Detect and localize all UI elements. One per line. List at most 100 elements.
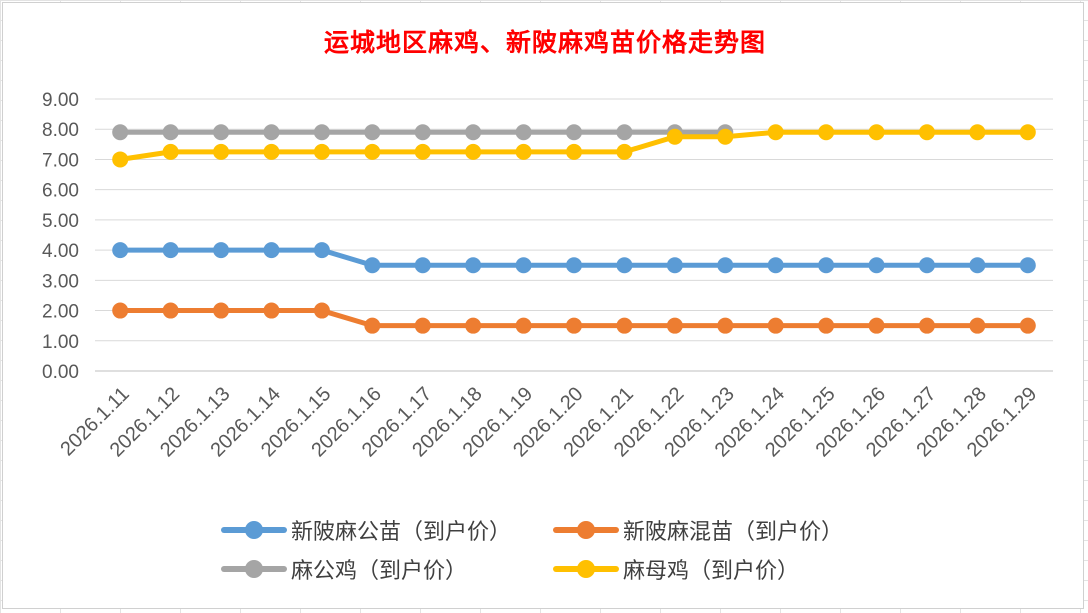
data-point[interactable] bbox=[616, 257, 633, 274]
legend-item-series-2[interactable]: 新陂麻混苗（到户价） bbox=[553, 515, 843, 545]
data-point[interactable] bbox=[666, 257, 683, 274]
data-point[interactable] bbox=[313, 302, 330, 319]
data-point[interactable] bbox=[918, 124, 935, 141]
legend-item-series-3[interactable]: 麻公鸡（到户价） bbox=[221, 554, 467, 584]
data-point[interactable] bbox=[414, 143, 431, 160]
data-point[interactable] bbox=[112, 302, 129, 319]
data-point[interactable] bbox=[364, 143, 381, 160]
data-point[interactable] bbox=[263, 302, 280, 319]
series-4 bbox=[112, 124, 1036, 168]
y-tick-label: 1.00 bbox=[42, 332, 79, 353]
legend-marker-series-1 bbox=[245, 521, 263, 539]
data-point[interactable] bbox=[263, 124, 280, 141]
data-point[interactable] bbox=[868, 124, 885, 141]
data-point[interactable] bbox=[515, 317, 532, 334]
data-point[interactable] bbox=[263, 242, 280, 259]
legend-label-series-1: 新陂麻公苗（到户价） bbox=[291, 520, 512, 545]
data-point[interactable] bbox=[465, 143, 482, 160]
data-point[interactable] bbox=[263, 143, 280, 160]
data-point[interactable] bbox=[717, 317, 734, 334]
data-point[interactable] bbox=[112, 151, 129, 168]
y-tick-label: 4.00 bbox=[42, 241, 79, 262]
data-point[interactable] bbox=[465, 257, 482, 274]
data-point[interactable] bbox=[414, 317, 431, 334]
data-point[interactable] bbox=[616, 124, 633, 141]
legend-swatch-series-4 bbox=[553, 554, 619, 584]
legend-marker-series-2 bbox=[577, 521, 595, 539]
data-point[interactable] bbox=[1019, 257, 1036, 274]
series-1 bbox=[112, 242, 1036, 274]
data-point[interactable] bbox=[767, 257, 784, 274]
data-point[interactable] bbox=[969, 257, 986, 274]
data-point[interactable] bbox=[112, 124, 129, 141]
data-point[interactable] bbox=[666, 317, 683, 334]
data-point[interactable] bbox=[566, 143, 582, 160]
y-tick-label: 0.00 bbox=[42, 362, 79, 383]
data-point[interactable] bbox=[616, 143, 633, 160]
y-tick-label: 2.00 bbox=[42, 302, 79, 323]
series-2 bbox=[112, 302, 1036, 334]
data-point[interactable] bbox=[818, 124, 835, 141]
data-point[interactable] bbox=[162, 302, 179, 319]
data-point[interactable] bbox=[213, 124, 230, 141]
data-point[interactable] bbox=[969, 124, 986, 141]
data-point[interactable] bbox=[364, 257, 381, 274]
y-tick-label: 8.00 bbox=[42, 120, 79, 141]
data-point[interactable] bbox=[213, 302, 230, 319]
y-tick-label: 7.00 bbox=[42, 150, 79, 171]
y-tick-label: 9.00 bbox=[42, 90, 79, 111]
data-point[interactable] bbox=[162, 124, 179, 141]
data-point[interactable] bbox=[112, 242, 129, 259]
y-tick-label: 6.00 bbox=[42, 181, 79, 202]
data-point[interactable] bbox=[566, 257, 582, 274]
legend-marker-series-4 bbox=[577, 560, 595, 578]
data-point[interactable] bbox=[767, 124, 784, 141]
legend-swatch-series-3 bbox=[221, 554, 287, 584]
data-point[interactable] bbox=[313, 242, 330, 259]
data-point[interactable] bbox=[616, 317, 633, 334]
data-point[interactable] bbox=[313, 143, 330, 160]
data-point[interactable] bbox=[717, 128, 734, 145]
data-point[interactable] bbox=[1019, 124, 1036, 141]
data-point[interactable] bbox=[969, 317, 986, 334]
series-3 bbox=[112, 124, 734, 141]
data-point[interactable] bbox=[162, 242, 179, 259]
data-point[interactable] bbox=[566, 124, 582, 141]
data-point[interactable] bbox=[515, 143, 532, 160]
data-point[interactable] bbox=[313, 124, 330, 141]
data-point[interactable] bbox=[918, 317, 935, 334]
chart-title: 运城地区麻鸡、新陂麻鸡苗价格走势图 bbox=[323, 28, 766, 57]
data-point[interactable] bbox=[465, 124, 482, 141]
line-chart-plot: 0.00 1.00 2.00 3.00 4.00 5.00 6.00 7.00 8.00 9.00… bbox=[42, 90, 1053, 461]
y-tick-label: 3.00 bbox=[42, 271, 79, 292]
data-point[interactable] bbox=[465, 317, 482, 334]
legend-swatch-series-1 bbox=[221, 515, 287, 545]
legend-item-series-4[interactable]: 麻母鸡（到户价） bbox=[553, 554, 799, 584]
data-point[interactable] bbox=[918, 257, 935, 274]
data-point[interactable] bbox=[213, 242, 230, 259]
data-point[interactable] bbox=[515, 124, 532, 141]
data-point[interactable] bbox=[364, 124, 381, 141]
data-point[interactable] bbox=[818, 257, 835, 274]
data-point[interactable] bbox=[364, 317, 381, 334]
data-point[interactable] bbox=[566, 317, 582, 334]
data-point[interactable] bbox=[1019, 317, 1036, 334]
legend-label-series-3: 麻公鸡（到户价） bbox=[291, 559, 468, 584]
data-point[interactable] bbox=[666, 128, 683, 145]
data-point[interactable] bbox=[213, 143, 230, 160]
data-point[interactable] bbox=[868, 257, 885, 274]
legend-label-series-4: 麻母鸡（到户价） bbox=[623, 559, 800, 584]
legend-item-series-1[interactable]: 新陂麻公苗（到户价） bbox=[221, 515, 511, 545]
legend-label-series-2: 新陂麻混苗（到户价） bbox=[623, 520, 844, 545]
data-point[interactable] bbox=[717, 257, 734, 274]
data-point[interactable] bbox=[868, 317, 885, 334]
data-point[interactable] bbox=[767, 317, 784, 334]
data-point[interactable] bbox=[162, 143, 179, 160]
data-point[interactable] bbox=[818, 317, 835, 334]
legend-marker-series-3 bbox=[245, 560, 263, 578]
y-tick-label: 5.00 bbox=[42, 211, 79, 232]
data-point[interactable] bbox=[414, 257, 431, 274]
data-point[interactable] bbox=[515, 257, 532, 274]
data-point[interactable] bbox=[414, 124, 431, 141]
